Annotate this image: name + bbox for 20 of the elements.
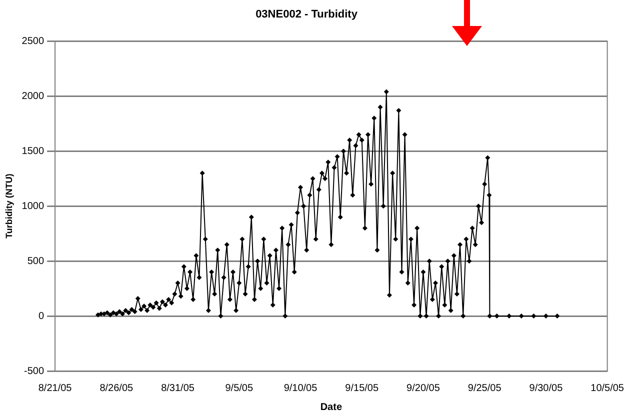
y-tick-label: -500 (24, 366, 44, 377)
x-tick-label: 8/21/05 (38, 382, 72, 394)
y-tick-label: 2500 (22, 36, 44, 47)
y-tick-label: 500 (27, 256, 44, 267)
x-tick-label: 9/10/05 (284, 382, 318, 394)
x-tick-label: 9/25/05 (468, 382, 502, 394)
x-axis-title: Date (320, 402, 342, 413)
x-tick-label: 9/20/05 (406, 382, 440, 394)
x-tick-label: 9/15/05 (345, 382, 379, 394)
x-tick-label: 8/26/05 (100, 382, 134, 394)
x-tick-label: 9/30/05 (529, 382, 564, 394)
y-tick-label: 2000 (22, 90, 44, 102)
y-tick-label: 0 (38, 310, 44, 322)
y-axis-title: Turbidity (NTU) (4, 174, 14, 239)
y-tick-label: 1000 (22, 200, 44, 212)
x-tick-label: 10/5/05 (590, 382, 624, 394)
x-tick-label: 9/5/05 (225, 382, 254, 394)
chart-title: 03NE002 - Turbidity (256, 8, 358, 21)
x-tick-label: 8/31/05 (161, 382, 195, 394)
y-tick-label: 1500 (22, 146, 44, 157)
